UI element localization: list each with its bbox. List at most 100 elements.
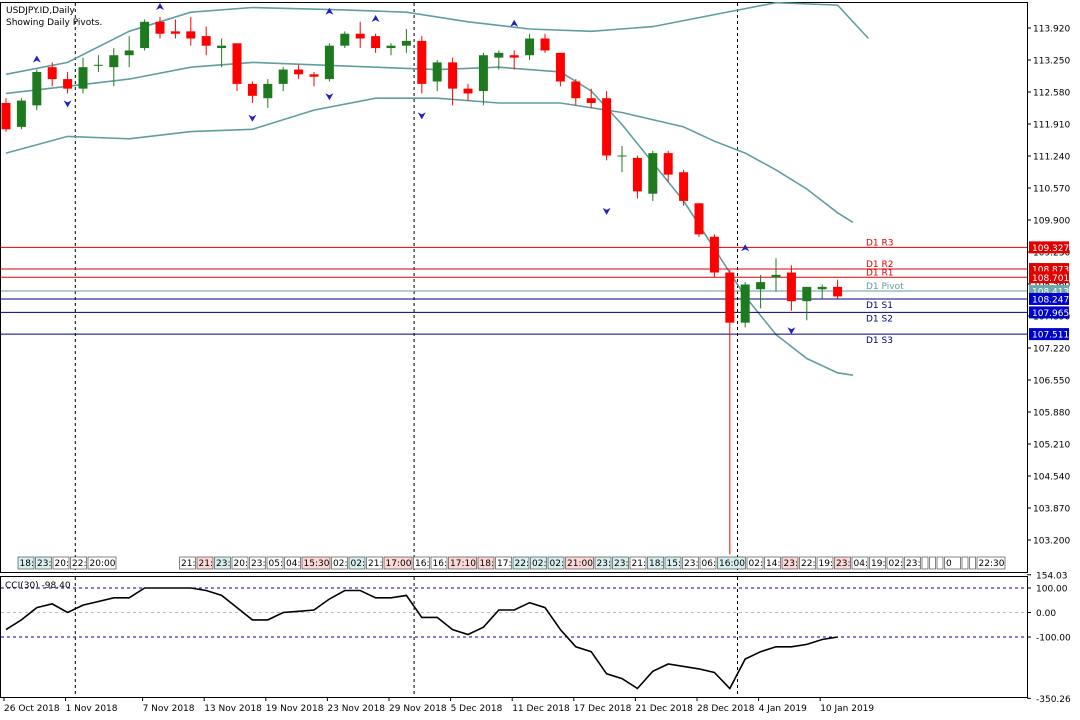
- session-time-boxes: 18: 23: 20: 22: 20:00 21: 21: 23: 20: 23: 05: 04: 15…: [17, 556, 1006, 570]
- time-box: [383, 556, 413, 570]
- time-box: [547, 556, 565, 570]
- candle-body: [278, 69, 288, 84]
- candle-body: [47, 67, 57, 80]
- fractal-up-icon: [156, 3, 164, 11]
- time-box: [816, 556, 834, 570]
- time-box-label: 02:: [749, 559, 763, 569]
- candle-body: [247, 83, 257, 96]
- time-box: [179, 556, 196, 570]
- date-axis: 26 Oct 2018 1 Nov 2018 7 Nov 2018 13 Nov 20…: [3, 697, 874, 714]
- time-box-label: 23:: [216, 559, 230, 569]
- fractal-up-icon: [741, 244, 750, 252]
- time-box-label: 22:: [72, 559, 86, 569]
- time-box-label: 21:: [181, 559, 195, 569]
- candle-body: [448, 62, 458, 89]
- time-box: [87, 556, 117, 570]
- candle-body: [355, 33, 365, 39]
- fractal-up-icon: [371, 14, 380, 22]
- time-box: [664, 556, 682, 570]
- fractal-down-icon: [248, 114, 257, 122]
- time-box-label: 22:: [801, 559, 815, 569]
- candle-body: [679, 172, 689, 201]
- time-box: [764, 556, 781, 570]
- time-box: [936, 556, 944, 570]
- pivot-price-tag-label: 107.965: [1032, 309, 1069, 319]
- time-box-label: 15:: [667, 559, 681, 569]
- candles[interactable]: [1, 17, 843, 555]
- time-box: [231, 556, 249, 570]
- time-box: [869, 556, 886, 570]
- candle-body: [786, 272, 796, 302]
- time-box-label: 02:: [532, 559, 546, 569]
- candle-body: [170, 31, 180, 34]
- cci-axis-label: 0.00: [1036, 609, 1056, 619]
- symbol-title: USDJPY.ID,Daily: [6, 6, 76, 16]
- time-box-label: 22:30: [979, 559, 1005, 569]
- time-box: [70, 556, 87, 570]
- time-box-label: 02:: [889, 559, 903, 569]
- candle-body: [771, 274, 781, 278]
- pivot-price-tag-label: 109.327: [1032, 244, 1069, 254]
- candle-body: [802, 286, 812, 302]
- candle-body: [294, 69, 304, 75]
- time-box-label: 04:: [286, 559, 300, 569]
- date-label: 10 Jan 2019: [820, 704, 874, 714]
- candle-body: [309, 74, 319, 77]
- pivot-price-tag: [1029, 241, 1069, 254]
- price-tick-label: 110.570: [1033, 185, 1070, 195]
- time-box: [430, 556, 448, 570]
- time-box-label: 21:: [368, 559, 382, 569]
- time-box: [17, 556, 35, 570]
- pivot-name-label: D1 S3: [866, 336, 893, 346]
- pivot-price-tag: [1029, 306, 1069, 319]
- pivot-name-label: D1 S1: [866, 301, 893, 311]
- candle-body: [263, 83, 273, 99]
- time-box-label: 21:: [199, 559, 213, 569]
- time-box-label: 16:: [433, 559, 447, 569]
- time-box: [904, 556, 921, 570]
- candle-body: [201, 36, 211, 46]
- candle-body: [663, 153, 673, 175]
- fractal-up-icon: [32, 55, 41, 63]
- main-panel-frame: [0, 2, 1028, 573]
- time-box-label: 18:: [480, 559, 494, 569]
- time-box: [35, 556, 52, 570]
- time-box: [512, 556, 530, 570]
- candle-body: [217, 45, 227, 49]
- cci-title: CCI(30) -98.40: [5, 581, 71, 591]
- pivot-price-tag-label: 107.511: [1032, 331, 1069, 341]
- time-box: [969, 556, 976, 570]
- time-box: [331, 556, 348, 570]
- candle-body: [525, 38, 535, 56]
- price-tick-label: 109.230: [1033, 249, 1070, 259]
- pivot-price-tag: [1029, 292, 1069, 305]
- time-box: [448, 556, 477, 570]
- time-box-label: 23:: [684, 559, 698, 569]
- price-tick-label: 113.920: [1033, 25, 1070, 35]
- time-box: [348, 556, 366, 570]
- candle-body: [186, 31, 196, 39]
- cci-axis-label: -350.26: [1036, 695, 1071, 705]
- date-label: 1 Nov 2018: [66, 704, 118, 714]
- price-tick-label: 103.870: [1033, 505, 1070, 515]
- price-tick-label: 107.220: [1033, 345, 1070, 355]
- time-box-label: 20:00: [90, 559, 116, 569]
- candle-body: [756, 282, 766, 290]
- date-label: 26 Oct 2018: [4, 704, 60, 714]
- time-box: [594, 556, 612, 570]
- pivot-price-tag-label: 108.413: [1032, 288, 1069, 298]
- candle-body: [740, 284, 750, 323]
- price-tick-label: 112.580: [1033, 89, 1070, 99]
- candle-body: [432, 62, 442, 82]
- time-box: [196, 556, 214, 570]
- time-box: [495, 556, 512, 570]
- time-box: [266, 556, 284, 570]
- time-box-label: 23:: [37, 559, 51, 569]
- time-box: [530, 556, 547, 570]
- price-axis[interactable]: 113.920 113.250 112.580 111.910 111.240 110.5…: [1027, 25, 1070, 547]
- pivot-price-tag-label: 108.701: [1032, 274, 1069, 284]
- time-box-label: 23:: [906, 559, 920, 569]
- time-box-label: 04:: [854, 559, 868, 569]
